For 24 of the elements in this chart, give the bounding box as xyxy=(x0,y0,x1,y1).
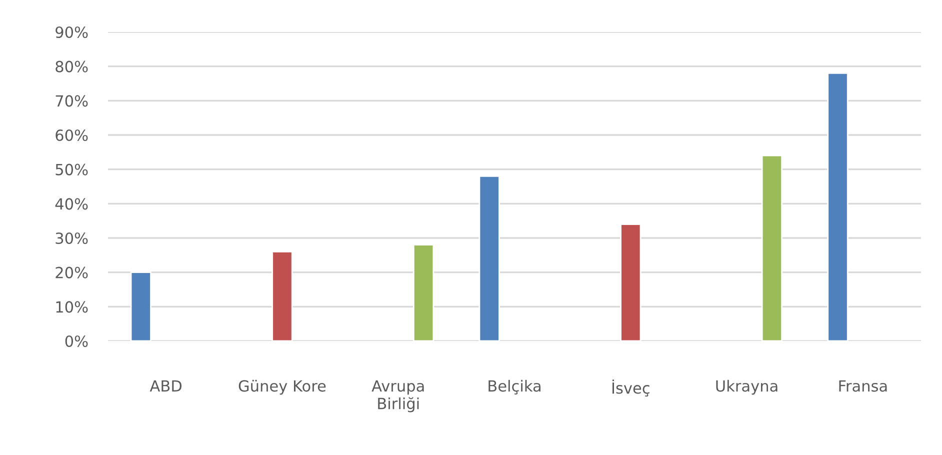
y-tick-label: 70% xyxy=(56,95,88,107)
bar xyxy=(827,72,848,341)
bar xyxy=(620,224,642,341)
bar xyxy=(130,272,152,341)
y-tick-label: 80% xyxy=(56,60,88,72)
y-tick-label: 0% xyxy=(65,335,88,348)
bar xyxy=(412,244,434,341)
x-tick-label: İsveç xyxy=(612,380,650,397)
x-tick-label: Belçika xyxy=(488,380,540,394)
x-tick-label: Fransa xyxy=(839,380,887,392)
x-tick-label: Avrupa Birliği xyxy=(372,380,424,412)
bar xyxy=(761,154,783,341)
y-tick-label: 10% xyxy=(56,301,88,313)
y-tick-label: 30% xyxy=(56,232,88,244)
x-tick-label: Ukrayna xyxy=(716,380,778,395)
y-tick-label: 20% xyxy=(56,266,88,278)
bar xyxy=(272,251,293,341)
x-tick-label: ABD xyxy=(150,380,182,392)
y-tick-label: 90% xyxy=(56,26,88,38)
bar xyxy=(478,176,500,341)
y-tick-label: 50% xyxy=(56,164,88,176)
y-tick-label: 60% xyxy=(56,129,88,142)
y-tick-label: 40% xyxy=(55,198,88,210)
x-tick-label: Güney Kore xyxy=(238,380,326,395)
